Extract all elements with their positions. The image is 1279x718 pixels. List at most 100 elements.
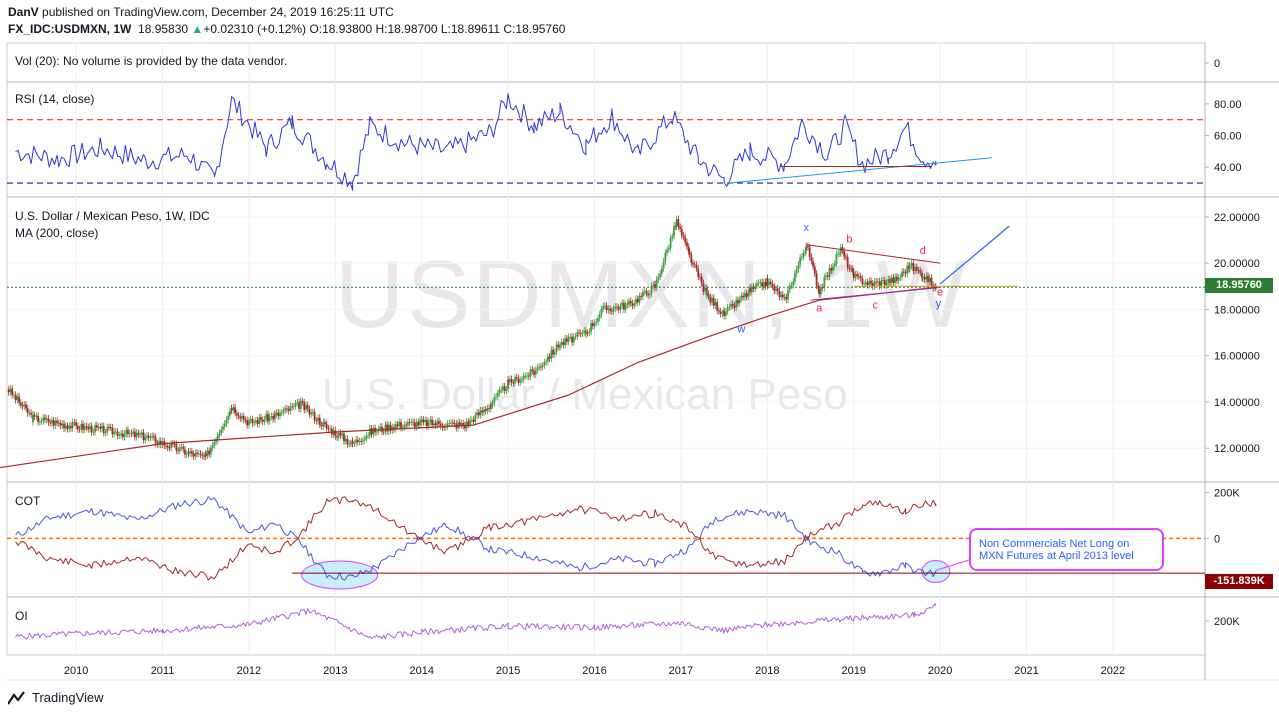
candle-body [810, 256, 813, 262]
author-name[interactable]: DanV [8, 5, 39, 19]
candle-body [871, 283, 874, 287]
candle-body [476, 412, 478, 416]
candle-body [873, 281, 876, 287]
candle-body [102, 426, 105, 434]
candle-body [280, 412, 283, 414]
candle-body [11, 388, 14, 396]
candle-body [602, 306, 605, 309]
candle-body [593, 322, 596, 327]
candle-body [26, 408, 29, 414]
candle-body [626, 302, 629, 305]
candle-body [429, 419, 432, 422]
price-change: +0.02310 (+0.12%) [203, 22, 307, 36]
candle-body [745, 293, 748, 297]
candle-body [139, 434, 141, 436]
candle-body [496, 392, 499, 397]
candle-body [526, 375, 529, 377]
low-value: L:18.89611 [440, 22, 501, 36]
candle-body [752, 286, 755, 289]
candle-body [638, 296, 641, 303]
candle-body [151, 436, 154, 437]
footer-brand[interactable]: TradingView [7, 690, 104, 705]
candle-body [754, 285, 757, 289]
candle-body [711, 297, 713, 303]
candle-body [483, 409, 485, 413]
candle-body [555, 344, 558, 353]
candle-body [23, 404, 26, 407]
candle-body [728, 306, 731, 308]
candle-body [536, 367, 539, 371]
candle-body [707, 293, 710, 297]
candle-body [697, 268, 700, 277]
candle-body [726, 307, 729, 312]
candle-body [355, 439, 357, 443]
candle-body [154, 437, 157, 444]
candle-body [282, 410, 285, 413]
candle-body [815, 273, 818, 286]
candle-body [852, 271, 855, 278]
candle-body [643, 291, 646, 292]
candle-body [583, 330, 586, 333]
candle-body [227, 415, 230, 421]
candle-body [769, 281, 772, 284]
candle-body [396, 424, 399, 427]
candle-body [617, 307, 620, 310]
candle-body [870, 282, 872, 284]
candle-body [838, 253, 841, 255]
candle-body [180, 446, 183, 448]
candle-body [818, 288, 821, 295]
candle-body [846, 257, 849, 268]
candle-body [334, 430, 337, 437]
candle-body [892, 277, 895, 283]
candle-body [894, 276, 897, 283]
candle-body [187, 451, 190, 453]
candle-body [666, 249, 668, 253]
candle-body [44, 417, 46, 420]
candle-body [405, 424, 408, 426]
candle-body [548, 356, 551, 359]
candle-body [438, 421, 440, 424]
candle-body [97, 426, 100, 428]
candle-body [640, 296, 643, 297]
triangle-lower-line [810, 286, 941, 301]
candle-body [709, 296, 712, 303]
candle-body [344, 438, 347, 442]
candle-body [329, 428, 332, 430]
candle-body [864, 282, 867, 284]
candle-body [612, 308, 615, 312]
candle-body [677, 219, 680, 227]
candle-body [837, 253, 840, 255]
candle-body [230, 408, 233, 411]
candle-body [178, 447, 181, 452]
candle-body [327, 428, 330, 429]
candle-body [472, 419, 475, 422]
candle-body [512, 382, 515, 384]
last-price-tag: 18.95760 [1205, 278, 1273, 293]
candle-body [76, 425, 79, 430]
x-tick-label: 2018 [755, 665, 779, 677]
candle-body [605, 305, 608, 311]
candle-body [586, 332, 589, 334]
candle-body [877, 281, 879, 283]
candle-body [766, 278, 769, 285]
candle-body [543, 362, 546, 366]
candle-body [928, 277, 931, 283]
candle-body [330, 428, 333, 435]
candle-body [213, 442, 216, 445]
candle-body [776, 288, 779, 292]
candle-body [858, 276, 860, 277]
candle-body [317, 417, 319, 422]
candle-body [168, 447, 171, 449]
candle-body [199, 453, 202, 455]
candle-body [232, 407, 235, 411]
candle-body [797, 264, 800, 270]
candle-body [57, 422, 60, 424]
candle-body [417, 421, 420, 426]
candle-body [260, 417, 262, 420]
wave-label-e: e [937, 287, 943, 299]
candle-body [590, 323, 592, 332]
candle-body [64, 425, 67, 429]
candle-body [486, 408, 489, 411]
oi-axis-200k: 200K [1214, 616, 1240, 628]
